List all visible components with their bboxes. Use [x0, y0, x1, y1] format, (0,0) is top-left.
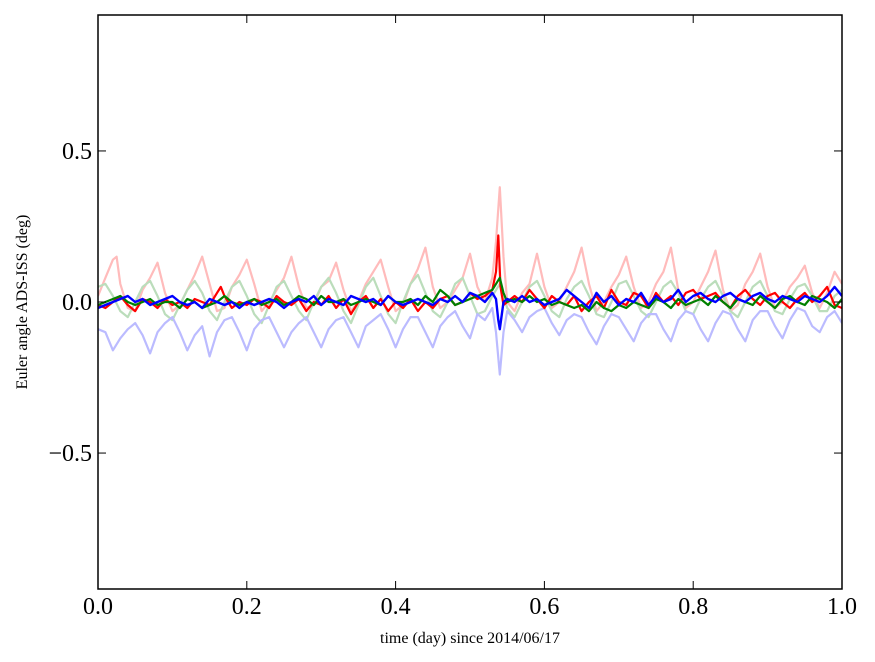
- x-tick-label: 1.0: [827, 594, 857, 620]
- x-tick-label: 0.0: [83, 594, 113, 620]
- y-tick-label: −0.5: [48, 441, 92, 467]
- x-axis-label: time (day) since 2014/06/17: [380, 630, 560, 647]
- plot-frame: [97, 14, 843, 590]
- x-tick-label: 0.6: [529, 594, 559, 620]
- series-line-2: [98, 273, 842, 325]
- x-tick-label: 0.2: [232, 594, 262, 620]
- x-tick-label: 0.4: [381, 594, 411, 620]
- y-axis-label: Euler angle ADS-ISS (deg): [14, 215, 31, 390]
- series-line-6: [98, 285, 842, 331]
- series-line-3: [98, 306, 842, 376]
- series-line-1: [98, 186, 842, 313]
- y-tick-label: 0.5: [62, 139, 92, 165]
- ticks-group: 0.0 0.2 0.4 0.6 0.8 1.0 0.5 0.0 −0.5: [48, 15, 857, 620]
- series-line-4: [98, 234, 842, 316]
- plot-background: [98, 15, 842, 589]
- y-tick-label: 0.0: [62, 290, 92, 316]
- x-tick-label: 0.8: [678, 594, 708, 620]
- series-group: [98, 186, 842, 376]
